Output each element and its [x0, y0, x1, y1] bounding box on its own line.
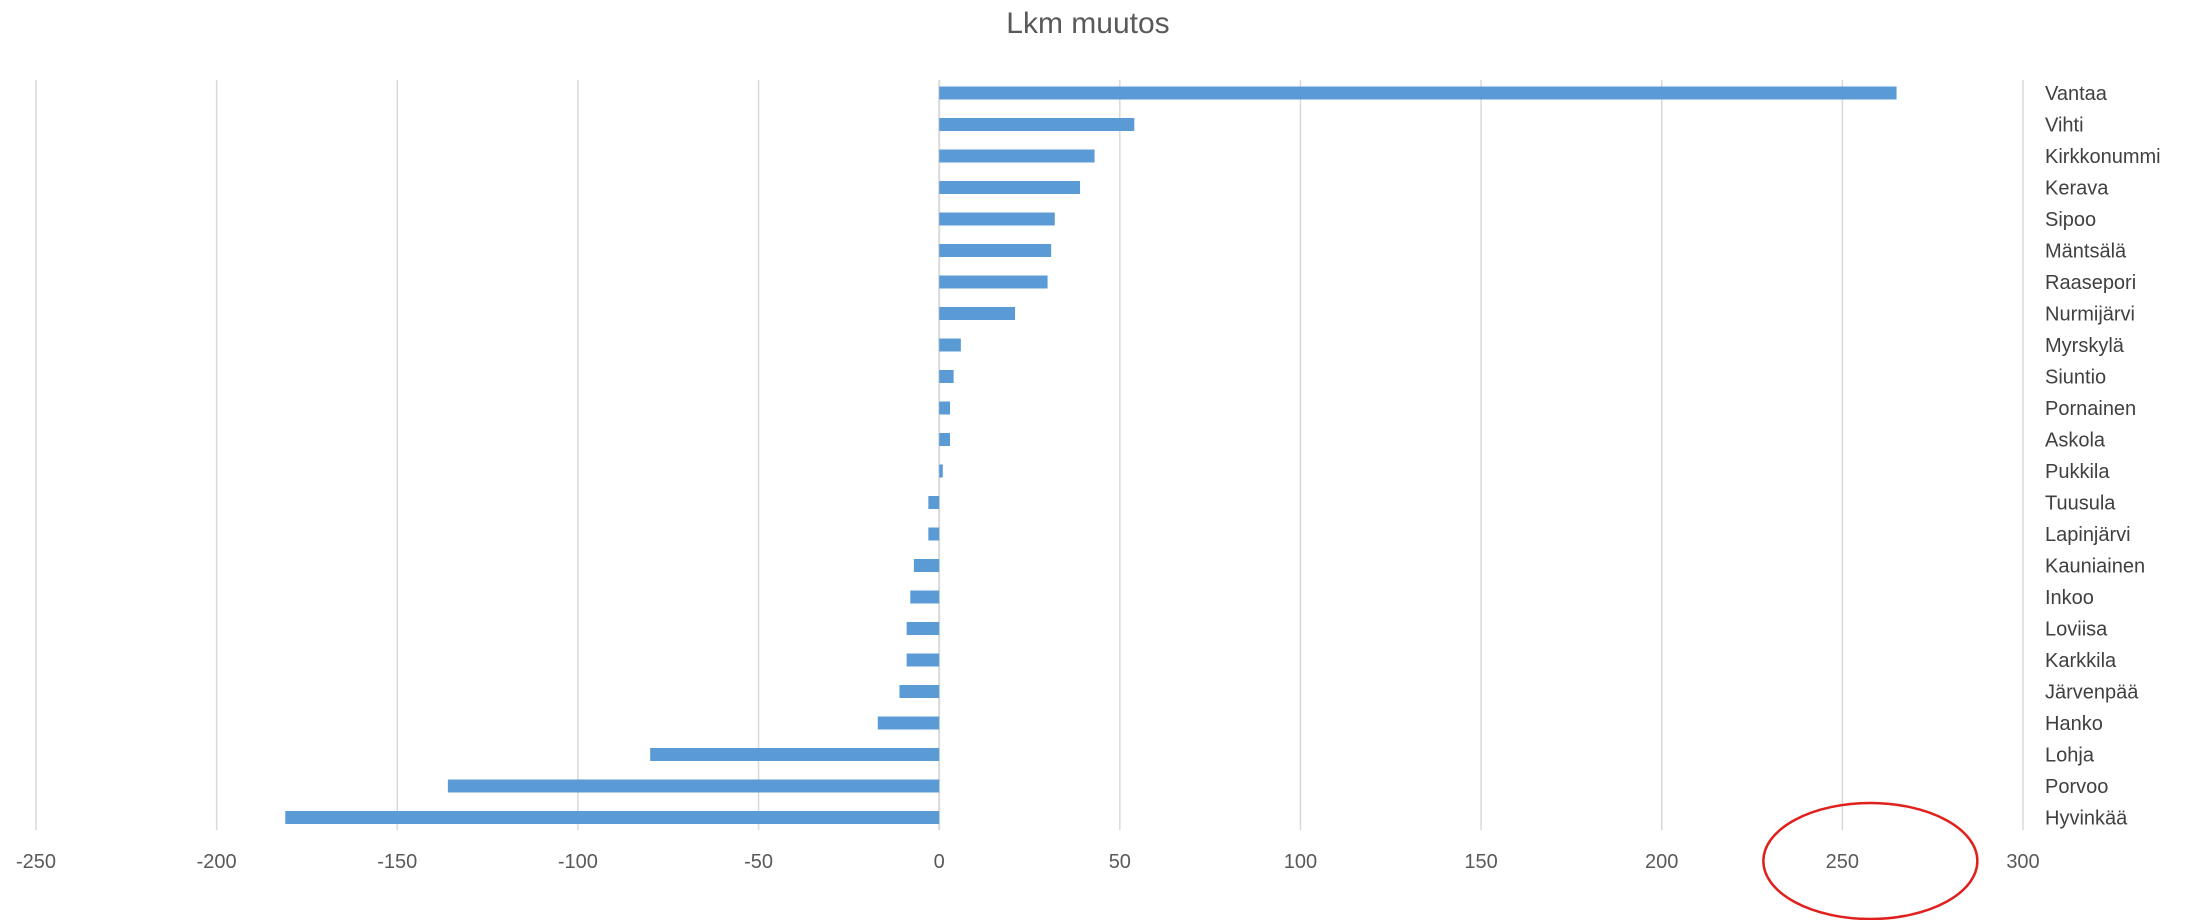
category-label: Lapinjärvi [2045, 524, 2131, 546]
chart-title: Lkm muutos [1006, 7, 1169, 40]
x-tick-label: -100 [558, 851, 598, 873]
category-label: Hyvinkää [2045, 808, 2128, 830]
category-label: Hanko [2045, 713, 2103, 735]
category-label: Vantaa [2045, 83, 2108, 105]
gridlines [35, 80, 2024, 830]
bar [650, 748, 940, 761]
bar [939, 149, 1095, 163]
bar [939, 181, 1081, 194]
x-tick-label: 0 [934, 851, 945, 873]
category-label: Sipoo [2045, 209, 2096, 231]
bar [906, 622, 940, 635]
bar [939, 118, 1135, 131]
bar [939, 307, 1016, 320]
category-label: Karkkila [2045, 650, 2117, 672]
bars [285, 86, 1897, 824]
category-label: Kauniainen [2045, 556, 2145, 578]
bar [939, 401, 951, 415]
category-label: Tuusula [2045, 493, 2116, 515]
category-label: Myrskylä [2045, 335, 2125, 357]
category-label: Vihti [2045, 115, 2084, 137]
bar [939, 244, 1052, 257]
category-label: Inkoo [2045, 587, 2094, 609]
bar [913, 559, 940, 572]
x-tick-label: 250 [1826, 851, 1859, 873]
x-tick-label: -50 [744, 851, 773, 873]
bar [899, 685, 940, 698]
x-tick-label: 150 [1464, 851, 1497, 873]
x-tick-label: 50 [1109, 851, 1131, 873]
bar [910, 590, 940, 604]
x-tick-label: 200 [1645, 851, 1678, 873]
category-label: Mäntsälä [2045, 241, 2127, 263]
bar [285, 811, 940, 824]
bar [877, 716, 940, 730]
category-label: Nurmijärvi [2045, 304, 2135, 326]
bar [939, 275, 1048, 289]
category-label: Porvoo [2045, 776, 2108, 798]
bar [447, 779, 940, 793]
category-label: Pukkila [2045, 461, 2110, 483]
bar [928, 527, 940, 541]
category-label: Pornainen [2045, 398, 2136, 420]
bar [939, 464, 943, 478]
category-label: Lohja [2045, 745, 2095, 767]
category-label: Loviisa [2045, 619, 2108, 641]
category-label: Raasepori [2045, 272, 2136, 294]
bar [939, 433, 951, 446]
x-axis-ticks: -250 -200 -150 -100 -50 0 50 100 150 200 250 300 [16, 851, 2040, 873]
bar [939, 86, 1897, 100]
x-tick-label: 100 [1284, 851, 1317, 873]
highlight-ellipse [1762, 801, 1979, 920]
bar [906, 653, 940, 667]
category-label: Siuntio [2045, 367, 2106, 389]
bar [939, 370, 954, 383]
x-tick-label: -150 [377, 851, 417, 873]
x-tick-label: 300 [2006, 851, 2039, 873]
category-label: Kerava [2045, 178, 2109, 200]
bar [939, 338, 961, 352]
category-labels: Vantaa Vihti Kirkkonummi Kerava Sipoo Mäntsäl… [2045, 83, 2161, 830]
category-label: Askola [2045, 430, 2106, 452]
x-tick-label: -250 [16, 851, 56, 873]
category-label: Kirkkonummi [2045, 146, 2161, 168]
x-tick-label: -200 [197, 851, 237, 873]
bar [939, 212, 1055, 226]
bar [928, 496, 940, 509]
category-label: Järvenpää [2045, 682, 2139, 704]
